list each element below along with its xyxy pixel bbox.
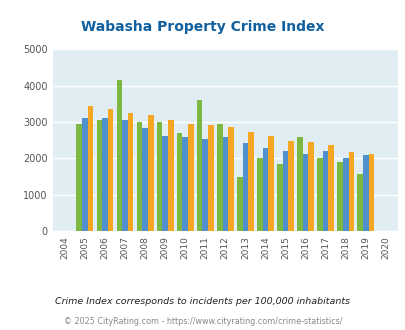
Bar	[196, 100, 202, 231]
Bar	[276, 164, 282, 231]
Bar	[156, 122, 162, 231]
Bar	[182, 137, 188, 231]
Bar	[202, 139, 207, 231]
Bar	[242, 143, 247, 231]
Bar	[147, 115, 153, 231]
Bar	[188, 124, 193, 231]
Bar	[107, 109, 113, 231]
Bar	[328, 145, 333, 231]
Bar	[116, 80, 122, 231]
Bar	[362, 155, 368, 231]
Bar	[288, 141, 293, 231]
Bar	[316, 158, 322, 231]
Bar	[256, 158, 262, 231]
Bar	[136, 122, 142, 231]
Bar	[162, 136, 168, 231]
Bar	[207, 125, 213, 231]
Text: © 2025 CityRating.com - https://www.cityrating.com/crime-statistics/: © 2025 CityRating.com - https://www.city…	[64, 317, 341, 326]
Bar	[228, 127, 233, 231]
Bar	[337, 162, 342, 231]
Bar	[96, 120, 102, 231]
Bar	[76, 124, 82, 231]
Bar	[216, 124, 222, 231]
Bar	[322, 151, 328, 231]
Text: Wabasha Property Crime Index: Wabasha Property Crime Index	[81, 20, 324, 34]
Bar	[342, 158, 347, 231]
Bar	[308, 142, 313, 231]
Bar	[368, 154, 373, 231]
Bar	[262, 148, 268, 231]
Bar	[87, 106, 93, 231]
Bar	[302, 154, 308, 231]
Text: Crime Index corresponds to incidents per 100,000 inhabitants: Crime Index corresponds to incidents per…	[55, 297, 350, 307]
Bar	[347, 152, 353, 231]
Bar	[356, 174, 362, 231]
Bar	[82, 118, 87, 231]
Bar	[268, 136, 273, 231]
Bar	[168, 120, 173, 231]
Bar	[176, 133, 182, 231]
Bar	[102, 118, 107, 231]
Bar	[296, 137, 302, 231]
Bar	[222, 137, 228, 231]
Bar	[237, 177, 242, 231]
Bar	[282, 151, 288, 231]
Bar	[122, 120, 128, 231]
Bar	[247, 132, 253, 231]
Bar	[142, 127, 147, 231]
Bar	[128, 113, 133, 231]
